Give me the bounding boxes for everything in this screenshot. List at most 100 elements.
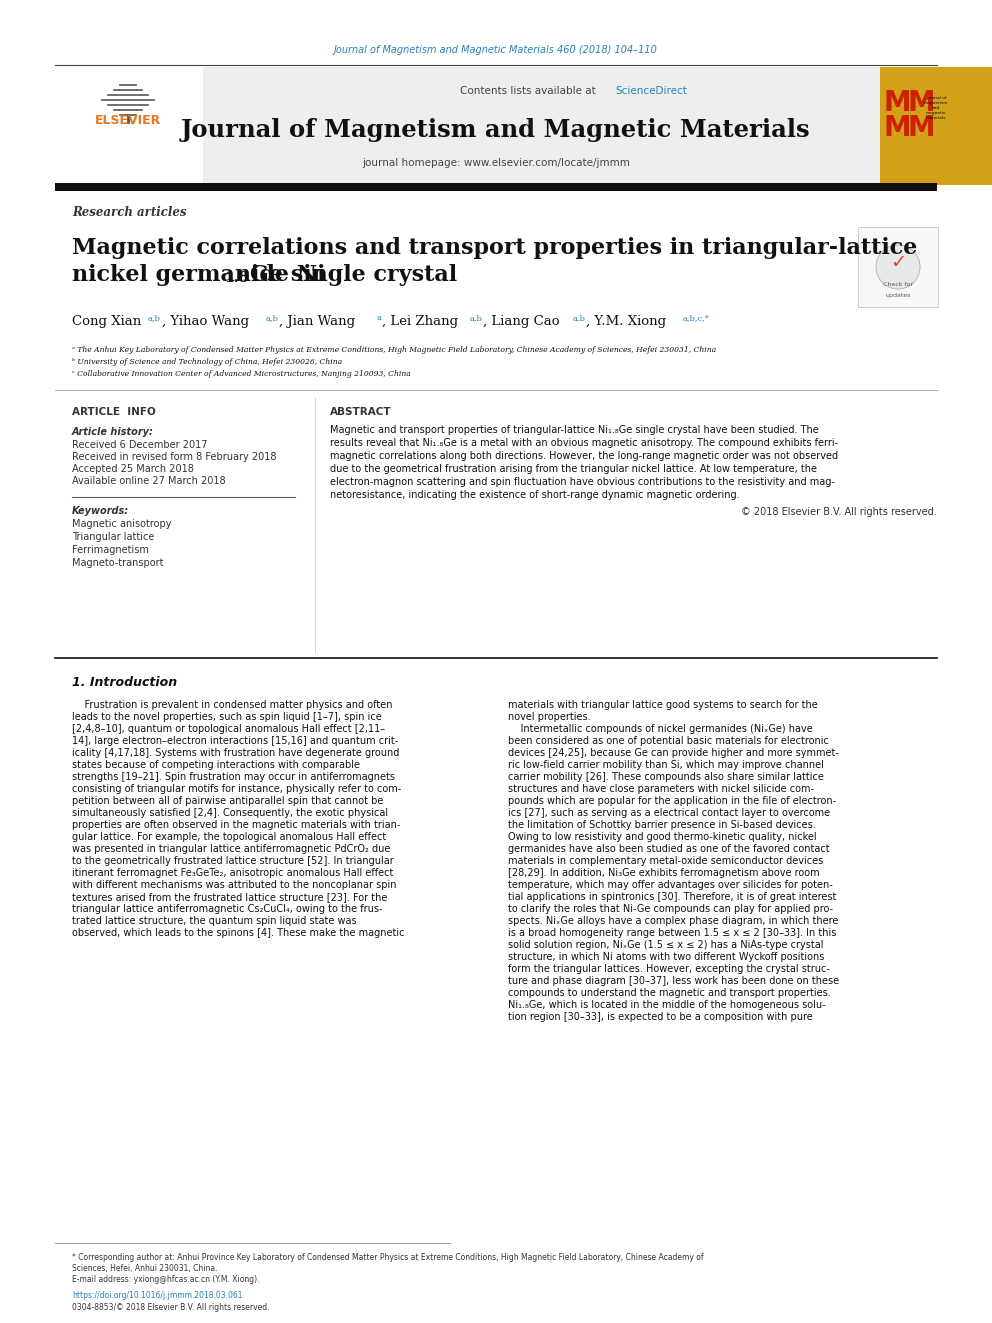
Text: petition between all of pairwise antiparallel spin that cannot be: petition between all of pairwise antipar… — [72, 796, 383, 806]
Text: M: M — [883, 89, 911, 116]
Text: Check for: Check for — [883, 283, 913, 287]
Text: Ferrimagnetism: Ferrimagnetism — [72, 545, 149, 556]
Text: Received in revised form 8 February 2018: Received in revised form 8 February 2018 — [72, 452, 277, 462]
Bar — [55, 183, 937, 191]
Text: ture and phase diagram [30–37], less work has been done on these: ture and phase diagram [30–37], less wor… — [508, 976, 839, 986]
Circle shape — [876, 245, 920, 288]
Text: Cong Xian: Cong Xian — [72, 315, 141, 328]
Text: properties are often observed in the magnetic materials with trian-: properties are often observed in the mag… — [72, 820, 401, 830]
Text: Intermetallic compounds of nickel germanides (NiₓGe) have: Intermetallic compounds of nickel german… — [508, 724, 812, 734]
Text: observed, which leads to the spinons [4]. These make the magnetic: observed, which leads to the spinons [4]… — [72, 927, 405, 938]
Text: Triangular lattice: Triangular lattice — [72, 532, 155, 542]
Text: https://doi.org/10.1016/j.jmmm.2018.03.061: https://doi.org/10.1016/j.jmmm.2018.03.0… — [72, 1290, 242, 1299]
Text: consisting of triangular motifs for instance, physically refer to com-: consisting of triangular motifs for inst… — [72, 785, 401, 794]
Text: the limitation of Schottky barrier presence in Si-based devices.: the limitation of Schottky barrier prese… — [508, 820, 815, 830]
Text: Magnetic correlations and transport properties in triangular-lattice: Magnetic correlations and transport prop… — [72, 237, 918, 259]
Text: [2,4,8–10], quantum or topological anomalous Hall effect [2,11–: [2,4,8–10], quantum or topological anoma… — [72, 724, 385, 734]
Text: states because of competing interactions with comparable: states because of competing interactions… — [72, 759, 360, 770]
Text: tial applications in spintronics [30]. Therefore, it is of great interest: tial applications in spintronics [30]. T… — [508, 892, 836, 902]
Text: to the geometrically frustrated lattice structure [52]. In triangular: to the geometrically frustrated lattice … — [72, 856, 394, 867]
Text: , Y.M. Xiong: , Y.M. Xiong — [586, 315, 667, 328]
Bar — [55, 67, 203, 185]
Text: electron-magnon scattering and spin fluctuation have obvious contributions to th: electron-magnon scattering and spin fluc… — [330, 478, 835, 487]
Text: Frustration is prevalent in condensed matter physics and often: Frustration is prevalent in condensed ma… — [72, 700, 393, 710]
Text: germanides have also been studied as one of the favored contact: germanides have also been studied as one… — [508, 844, 829, 855]
Text: a,b: a,b — [148, 314, 161, 321]
Text: Journal of Magnetism and Magnetic Materials: Journal of Magnetism and Magnetic Materi… — [182, 118, 810, 142]
Text: Sciences, Hefei, Anhui 230031, China.: Sciences, Hefei, Anhui 230031, China. — [72, 1265, 217, 1274]
Text: Ge single crystal: Ge single crystal — [250, 265, 457, 286]
Text: pounds which are popular for the application in the file of electron-: pounds which are popular for the applica… — [508, 796, 836, 806]
Text: materials in complementary metal-oxide semiconductor devices: materials in complementary metal-oxide s… — [508, 856, 823, 867]
Text: [28,29]. In addition, Ni₃Ge exhibits ferromagnetism above room: [28,29]. In addition, Ni₃Ge exhibits fer… — [508, 868, 819, 878]
Text: compounds to understand the magnetic and transport properties.: compounds to understand the magnetic and… — [508, 988, 830, 998]
Text: © 2018 Elsevier B.V. All rights reserved.: © 2018 Elsevier B.V. All rights reserved… — [741, 507, 937, 517]
Text: E-mail address: yxiong@hfcas.ac.cn (Y.M. Xiong).: E-mail address: yxiong@hfcas.ac.cn (Y.M.… — [72, 1275, 260, 1285]
Text: , Liang Cao: , Liang Cao — [483, 315, 559, 328]
Text: 14], large electron–electron interactions [15,16] and quantum crit-: 14], large electron–electron interaction… — [72, 736, 398, 746]
Text: devices [24,25], because Ge can provide higher and more symmet-: devices [24,25], because Ge can provide … — [508, 747, 839, 758]
Text: , Yihao Wang: , Yihao Wang — [162, 315, 249, 328]
Text: results reveal that Ni₁.₈Ge is a metal with an obvious magnetic anisotropy. The : results reveal that Ni₁.₈Ge is a metal w… — [330, 438, 838, 448]
Text: Owing to low resistivity and good thermo-kinetic quality, nickel: Owing to low resistivity and good thermo… — [508, 832, 816, 841]
Text: ics [27], such as serving as a electrical contact layer to overcome: ics [27], such as serving as a electrica… — [508, 808, 830, 818]
Text: triangular lattice antiferromagnetic Cs₂CuCl₄, owing to the frus-: triangular lattice antiferromagnetic Cs₂… — [72, 904, 383, 914]
Text: simultaneously satisfied [2,4]. Consequently, the exotic physical: simultaneously satisfied [2,4]. Conseque… — [72, 808, 388, 818]
Text: ABSTRACT: ABSTRACT — [330, 407, 392, 417]
Text: trated lattice structure, the quantum spin liquid state was: trated lattice structure, the quantum sp… — [72, 916, 357, 926]
Text: gular lattice. For example, the topological anomalous Hall effect: gular lattice. For example, the topologi… — [72, 832, 386, 841]
Text: M: M — [908, 114, 934, 142]
Text: journal homepage: www.elsevier.com/locate/jmmm: journal homepage: www.elsevier.com/locat… — [362, 157, 630, 168]
Text: to clarify the roles that Ni-Ge compounds can play for applied pro-: to clarify the roles that Ni-Ge compound… — [508, 904, 833, 914]
Text: Magnetic anisotropy: Magnetic anisotropy — [72, 519, 172, 529]
Text: magnetic correlations along both directions. However, the long-range magnetic or: magnetic correlations along both directi… — [330, 451, 838, 460]
Text: spects. NiₓGe alloys have a complex phase diagram, in which there: spects. NiₓGe alloys have a complex phas… — [508, 916, 838, 926]
Text: a,b: a,b — [469, 314, 482, 321]
Text: ScienceDirect: ScienceDirect — [615, 86, 686, 97]
Text: ᵃ The Anhui Key Laboratory of Condensed Matter Physics at Extreme Conditions, Hi: ᵃ The Anhui Key Laboratory of Condensed … — [72, 347, 716, 355]
Text: ᶜ Collaborative Innovation Center of Advanced Microstructures, Nanjing 210093, C: ᶜ Collaborative Innovation Center of Adv… — [72, 370, 411, 378]
Text: journal of
magnetism
and
magnetic
materials: journal of magnetism and magnetic materi… — [924, 97, 948, 119]
Text: a,b: a,b — [266, 314, 279, 321]
Text: was presented in triangular lattice antiferromagnetic PdCrO₂ due: was presented in triangular lattice anti… — [72, 844, 391, 855]
Text: structure, in which Ni atoms with two different Wyckoff positions: structure, in which Ni atoms with two di… — [508, 953, 824, 962]
Text: updates: updates — [885, 292, 911, 298]
Text: ARTICLE  INFO: ARTICLE INFO — [72, 407, 156, 417]
Bar — [858, 228, 938, 307]
Text: carrier mobility [26]. These compounds also share similar lattice: carrier mobility [26]. These compounds a… — [508, 773, 824, 782]
Text: ᵇ University of Science and Technology of China, Hefei 230026, China: ᵇ University of Science and Technology o… — [72, 359, 342, 366]
Bar — [880, 67, 992, 185]
Text: 0304-8853/© 2018 Elsevier B.V. All rights reserved.: 0304-8853/© 2018 Elsevier B.V. All right… — [72, 1303, 270, 1311]
Text: structures and have close parameters with nickel silicide com-: structures and have close parameters wit… — [508, 785, 814, 794]
Text: 1. Introduction: 1. Introduction — [72, 676, 178, 689]
Text: a,b,c,*: a,b,c,* — [682, 314, 709, 321]
Text: leads to the novel properties, such as spin liquid [1–7], spin ice: leads to the novel properties, such as s… — [72, 712, 382, 722]
Text: icality [4,17,18]. Systems with frustration have degenerate ground: icality [4,17,18]. Systems with frustrat… — [72, 747, 400, 758]
Text: tion region [30–33], is expected to be a composition with pure: tion region [30–33], is expected to be a… — [508, 1012, 812, 1021]
Text: textures arised from the frustrated lattice structure [23]. For the: textures arised from the frustrated latt… — [72, 892, 387, 902]
Text: ✓: ✓ — [890, 253, 906, 271]
Text: , Lei Zhang: , Lei Zhang — [382, 315, 457, 328]
Text: Journal of Magnetism and Magnetic Materials 460 (2018) 104–110: Journal of Magnetism and Magnetic Materi… — [334, 45, 658, 56]
Text: * Corresponding author at: Anhui Province Key Laboratory of Condensed Matter Phy: * Corresponding author at: Anhui Provinc… — [72, 1253, 703, 1262]
Text: netoresistance, indicating the existence of short-range dynamic magnetic orderin: netoresistance, indicating the existence… — [330, 490, 740, 500]
Text: been considered as one of potential basic materials for electronic: been considered as one of potential basi… — [508, 736, 829, 746]
Text: ELSEVIER: ELSEVIER — [95, 114, 161, 127]
Text: form the triangular lattices. However, excepting the crystal struc-: form the triangular lattices. However, e… — [508, 964, 830, 974]
Text: nickel germanide Ni: nickel germanide Ni — [72, 265, 325, 286]
Text: M: M — [883, 114, 911, 142]
Text: novel properties.: novel properties. — [508, 712, 590, 722]
Text: 1.8: 1.8 — [224, 271, 248, 284]
Text: Magneto-transport: Magneto-transport — [72, 558, 164, 568]
Text: itinerant ferromagnet Fe₃GeTe₂, anisotropic anomalous Hall effect: itinerant ferromagnet Fe₃GeTe₂, anisotro… — [72, 868, 394, 878]
Text: Contents lists available at: Contents lists available at — [460, 86, 599, 97]
Text: is a broad homogeneity range between 1.5 ≤ x ≤ 2 [30–33]. In this: is a broad homogeneity range between 1.5… — [508, 927, 836, 938]
Text: Ni₁.₈Ge, which is located in the middle of the homogeneous solu-: Ni₁.₈Ge, which is located in the middle … — [508, 1000, 825, 1009]
Text: Research articles: Research articles — [72, 205, 186, 218]
Text: Magnetic and transport properties of triangular-lattice Ni₁.₈Ge single crystal h: Magnetic and transport properties of tri… — [330, 425, 818, 435]
Text: solid solution region, NiₓGe (1.5 ≤ x ≤ 2) has a NiAs-type crystal: solid solution region, NiₓGe (1.5 ≤ x ≤ … — [508, 941, 823, 950]
Text: Keywords:: Keywords: — [72, 505, 129, 516]
Text: strengths [19–21]. Spin frustration may occur in antiferromagnets: strengths [19–21]. Spin frustration may … — [72, 773, 395, 782]
Text: ric low-field carrier mobility than Si, which may improve channel: ric low-field carrier mobility than Si, … — [508, 759, 824, 770]
Text: due to the geometrical frustration arising from the triangular nickel lattice. A: due to the geometrical frustration arisi… — [330, 464, 817, 474]
